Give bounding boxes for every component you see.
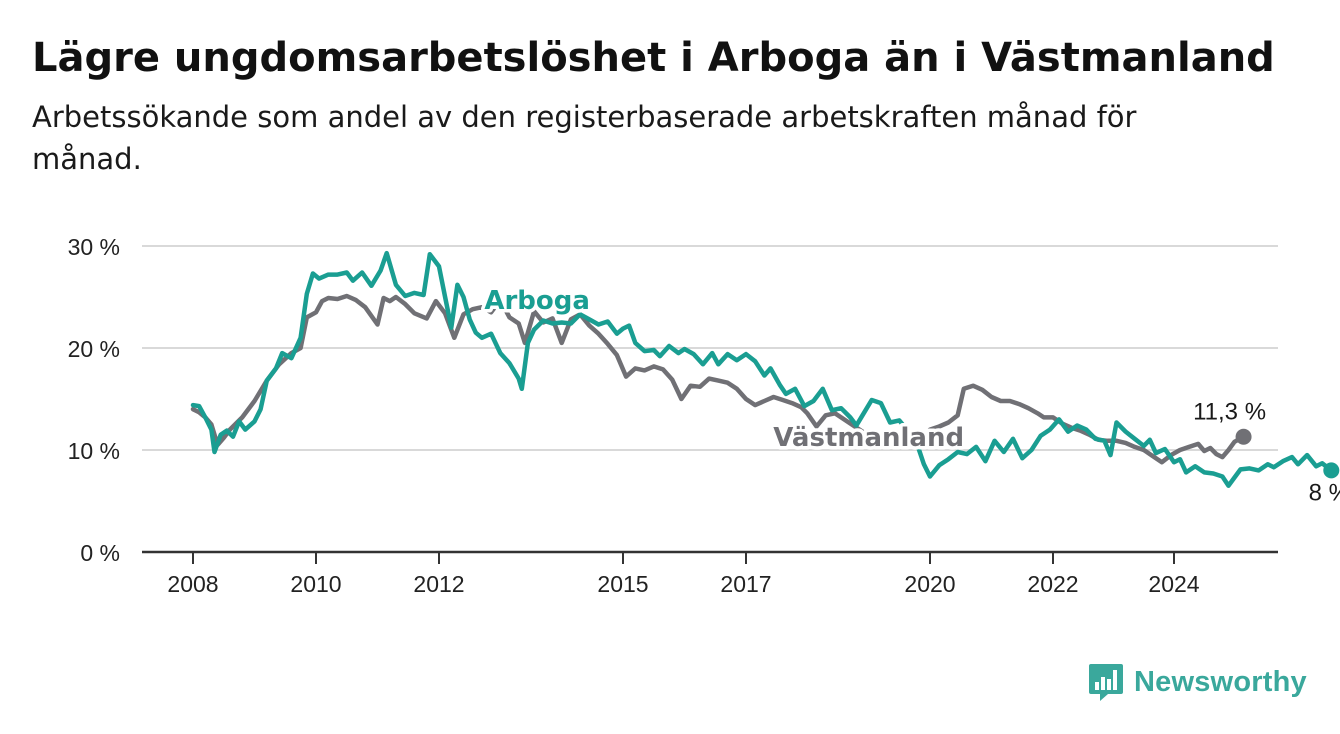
- gridlines: [142, 245, 1278, 451]
- x-tick-label: 2022: [1027, 571, 1078, 597]
- series-line-vastmanland: [190, 293, 1246, 465]
- y-tick-label: 20 %: [68, 336, 120, 362]
- x-tick-label: 2012: [413, 571, 464, 597]
- series-name-label-vastmanland: Västmanland: [773, 423, 964, 453]
- x-tick-label: 2008: [167, 571, 218, 597]
- y-tick-label: 0 %: [80, 540, 120, 566]
- x-tick-label: 2017: [720, 571, 771, 597]
- x-tick-label: 2024: [1148, 571, 1199, 597]
- x-tick-label: 2020: [904, 571, 955, 597]
- bar-chart-icon: [1089, 664, 1123, 701]
- series-end-dot-arboga: [1323, 462, 1340, 479]
- x-tick-label: 2010: [290, 571, 341, 597]
- y-tick-label: 30 %: [68, 234, 120, 260]
- series-end-label-vastmanland: 11,3 %: [1193, 399, 1266, 426]
- page-title: Lägre ungdomsarbetslöshet i Arboga än i …: [32, 35, 1275, 81]
- page-subtitle: Arbetssökande som andel av den registerb…: [32, 100, 1137, 176]
- brand-name: Newsworthy: [1134, 665, 1307, 698]
- series-end-label-arboga: 8 %: [1309, 479, 1340, 506]
- series-end-dot-vastmanland: [1235, 428, 1252, 445]
- y-tick-label: 10 %: [68, 438, 120, 464]
- brand-logo: Newsworthy: [1088, 660, 1307, 704]
- series-labels: 11,3 % 8 % Arboga Västmanland: [481, 283, 1340, 507]
- series-lines: [190, 250, 1340, 488]
- series-name-label-arboga: Arboga: [484, 286, 590, 316]
- x-tick-label: 2015: [597, 571, 648, 597]
- x-axis-ticks: 2008 2010 2012 2015 2017 2020 2022 2024: [167, 552, 1200, 597]
- series-line-arboga: [190, 250, 1334, 488]
- y-axis-ticks: 0 % 10 % 20 % 30 %: [68, 234, 120, 566]
